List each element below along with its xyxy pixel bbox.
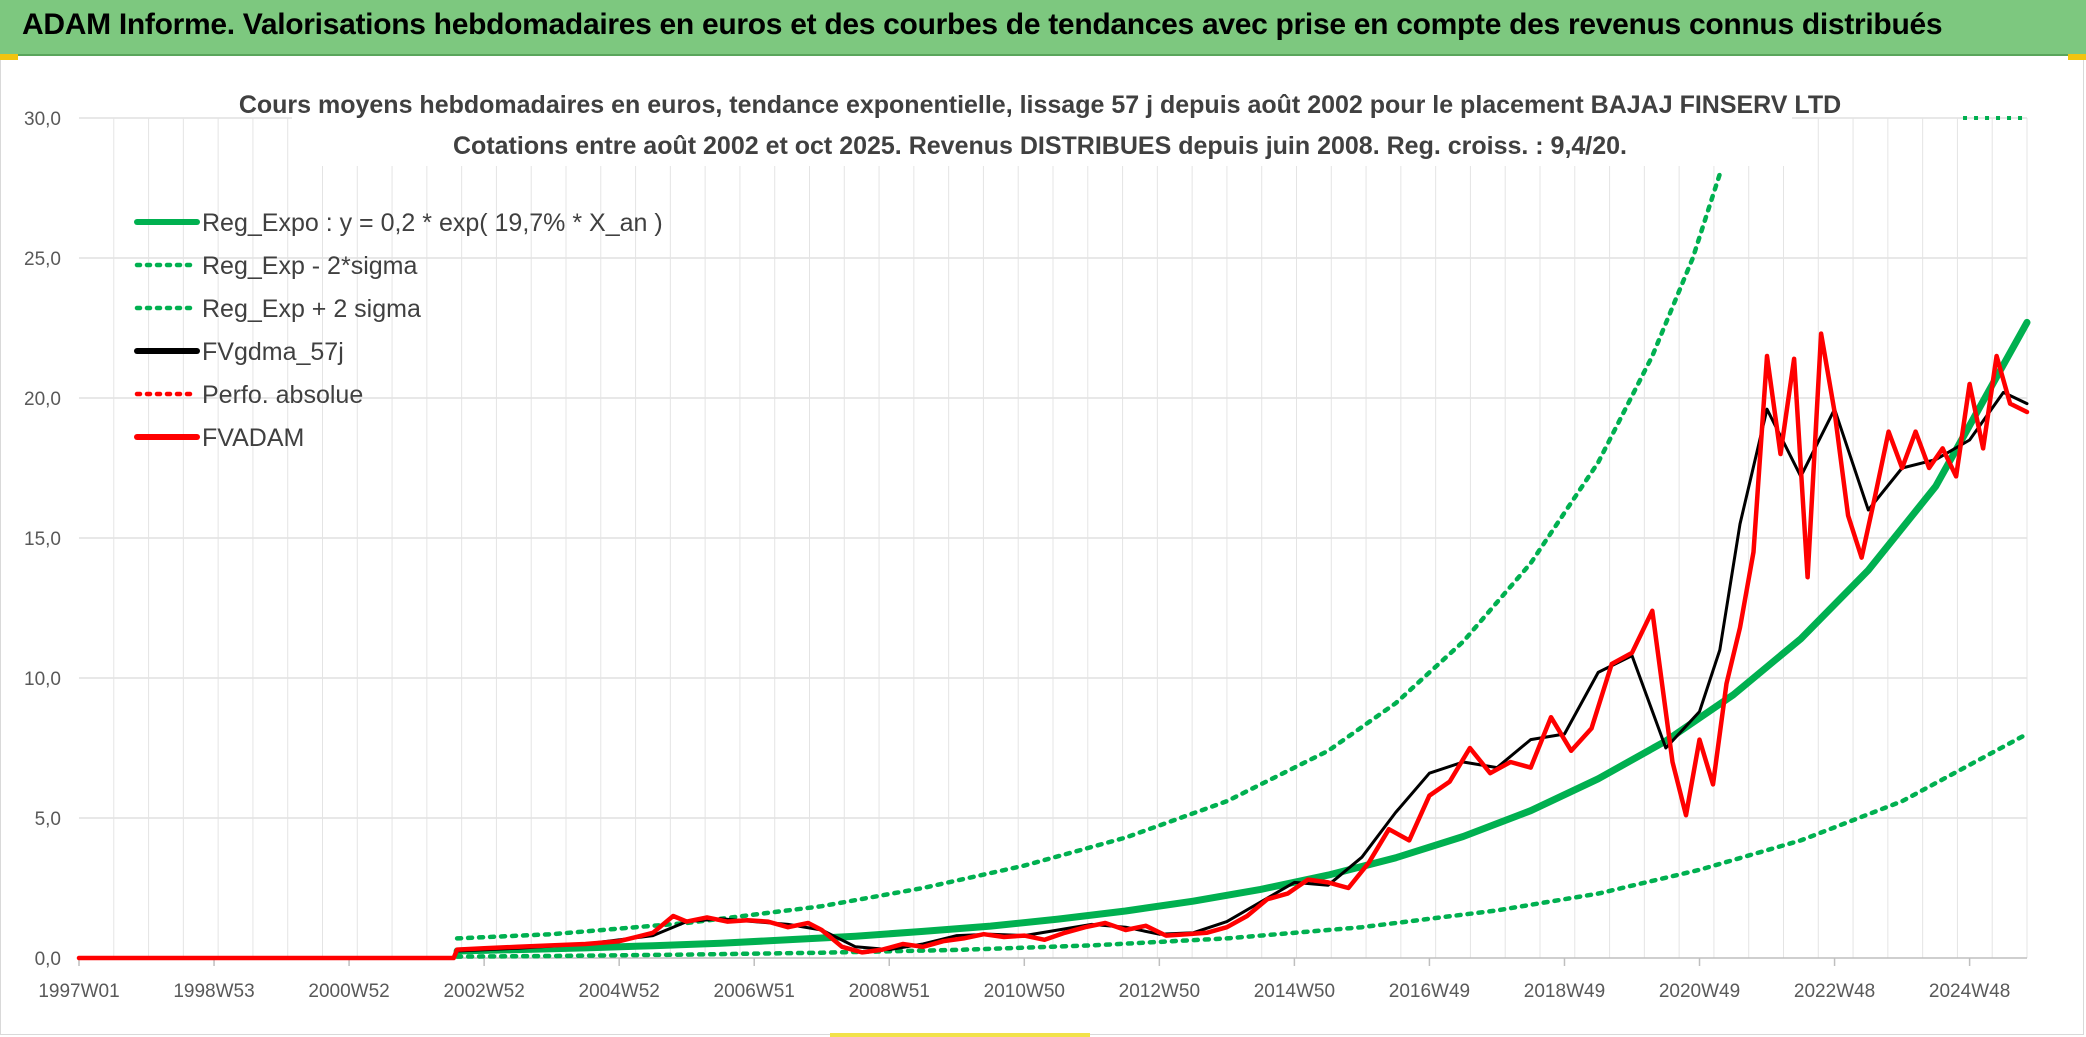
x-tick-label: 2008W51: [849, 981, 930, 1002]
legend-label-reg_expo: Reg_Expo : y = 0,2 * exp( 19,7% * X_an ): [202, 209, 663, 237]
x-tick-label: 2012W50: [1119, 981, 1200, 1002]
series-reg-expo: [453, 318, 2031, 955]
legend-label-fvgdma: FVgdma_57j: [202, 338, 344, 366]
legend: Reg_Expo : y = 0,2 * exp( 19,7% * X_an )…: [134, 209, 663, 452]
x-tick-label: 2002W52: [443, 981, 524, 1002]
legend-label-fvadam: FVADAM: [202, 424, 304, 452]
chart-title-line2: Cotations entre août 2002 et oct 2025. R…: [453, 132, 1627, 160]
corner-accent-left: [0, 54, 18, 60]
axes: 0,0 5,0 10,0 15,0 20,0 25,0 30,0 1997W01 1998W53…: [24, 109, 2027, 1002]
x-tick-label: 2016W49: [1389, 981, 1470, 1002]
x-tick-label: 2004W52: [579, 981, 660, 1002]
report-banner: ADAM Informe. Valorisations hebdomadaire…: [0, 0, 2086, 56]
series-reg-minus-2sigma: [454, 731, 2030, 959]
banner-title: ADAM Informe. Valorisations hebdomadaire…: [22, 8, 1943, 41]
legend-label-perfo: Perfo. absolue: [202, 381, 363, 409]
y-tick-label: 15,0: [24, 529, 61, 550]
x-tick-label: 1998W53: [173, 981, 254, 1002]
chart-title: Cours moyens hebdomadaires en euros, ten…: [239, 82, 1841, 166]
gridlines: [79, 117, 2028, 958]
bottom-accent-bar: [830, 1033, 1090, 1037]
x-tick-label: 2014W50: [1254, 981, 1335, 1002]
x-tick-label: 2024W48: [1929, 981, 2010, 1002]
x-tick-label: 2020W49: [1659, 981, 1740, 1002]
series-reg-plus-2sigma: [454, 171, 1723, 941]
y-tick-label: 30,0: [24, 109, 61, 130]
x-tick-label: 2018W49: [1524, 981, 1605, 1002]
legend-label-reg_plus: Reg_Exp + 2 sigma: [202, 295, 421, 323]
x-tick-label: 2000W52: [308, 981, 389, 1002]
y-tick-label: 10,0: [24, 669, 61, 690]
x-tick-label: 2022W48: [1794, 981, 1875, 1002]
legend-label-reg_minus: Reg_Exp - 2*sigma: [202, 252, 417, 280]
x-tick-label: 2006W51: [714, 981, 795, 1002]
y-tick-label: 0,0: [35, 949, 61, 970]
y-tick-label: 5,0: [35, 809, 61, 830]
y-tick-label: 20,0: [24, 389, 61, 410]
y-tick-label: 25,0: [24, 249, 61, 270]
x-tick-label: 2010W50: [984, 981, 1065, 1002]
chart-title-line1: Cours moyens hebdomadaires en euros, ten…: [239, 91, 1841, 119]
series-fvadam: [76, 331, 2030, 961]
corner-accent-right: [2068, 54, 2086, 60]
series-layer: [76, 116, 2031, 961]
title-background: [292, 82, 1792, 166]
x-tick-label: 1997W01: [38, 981, 119, 1002]
